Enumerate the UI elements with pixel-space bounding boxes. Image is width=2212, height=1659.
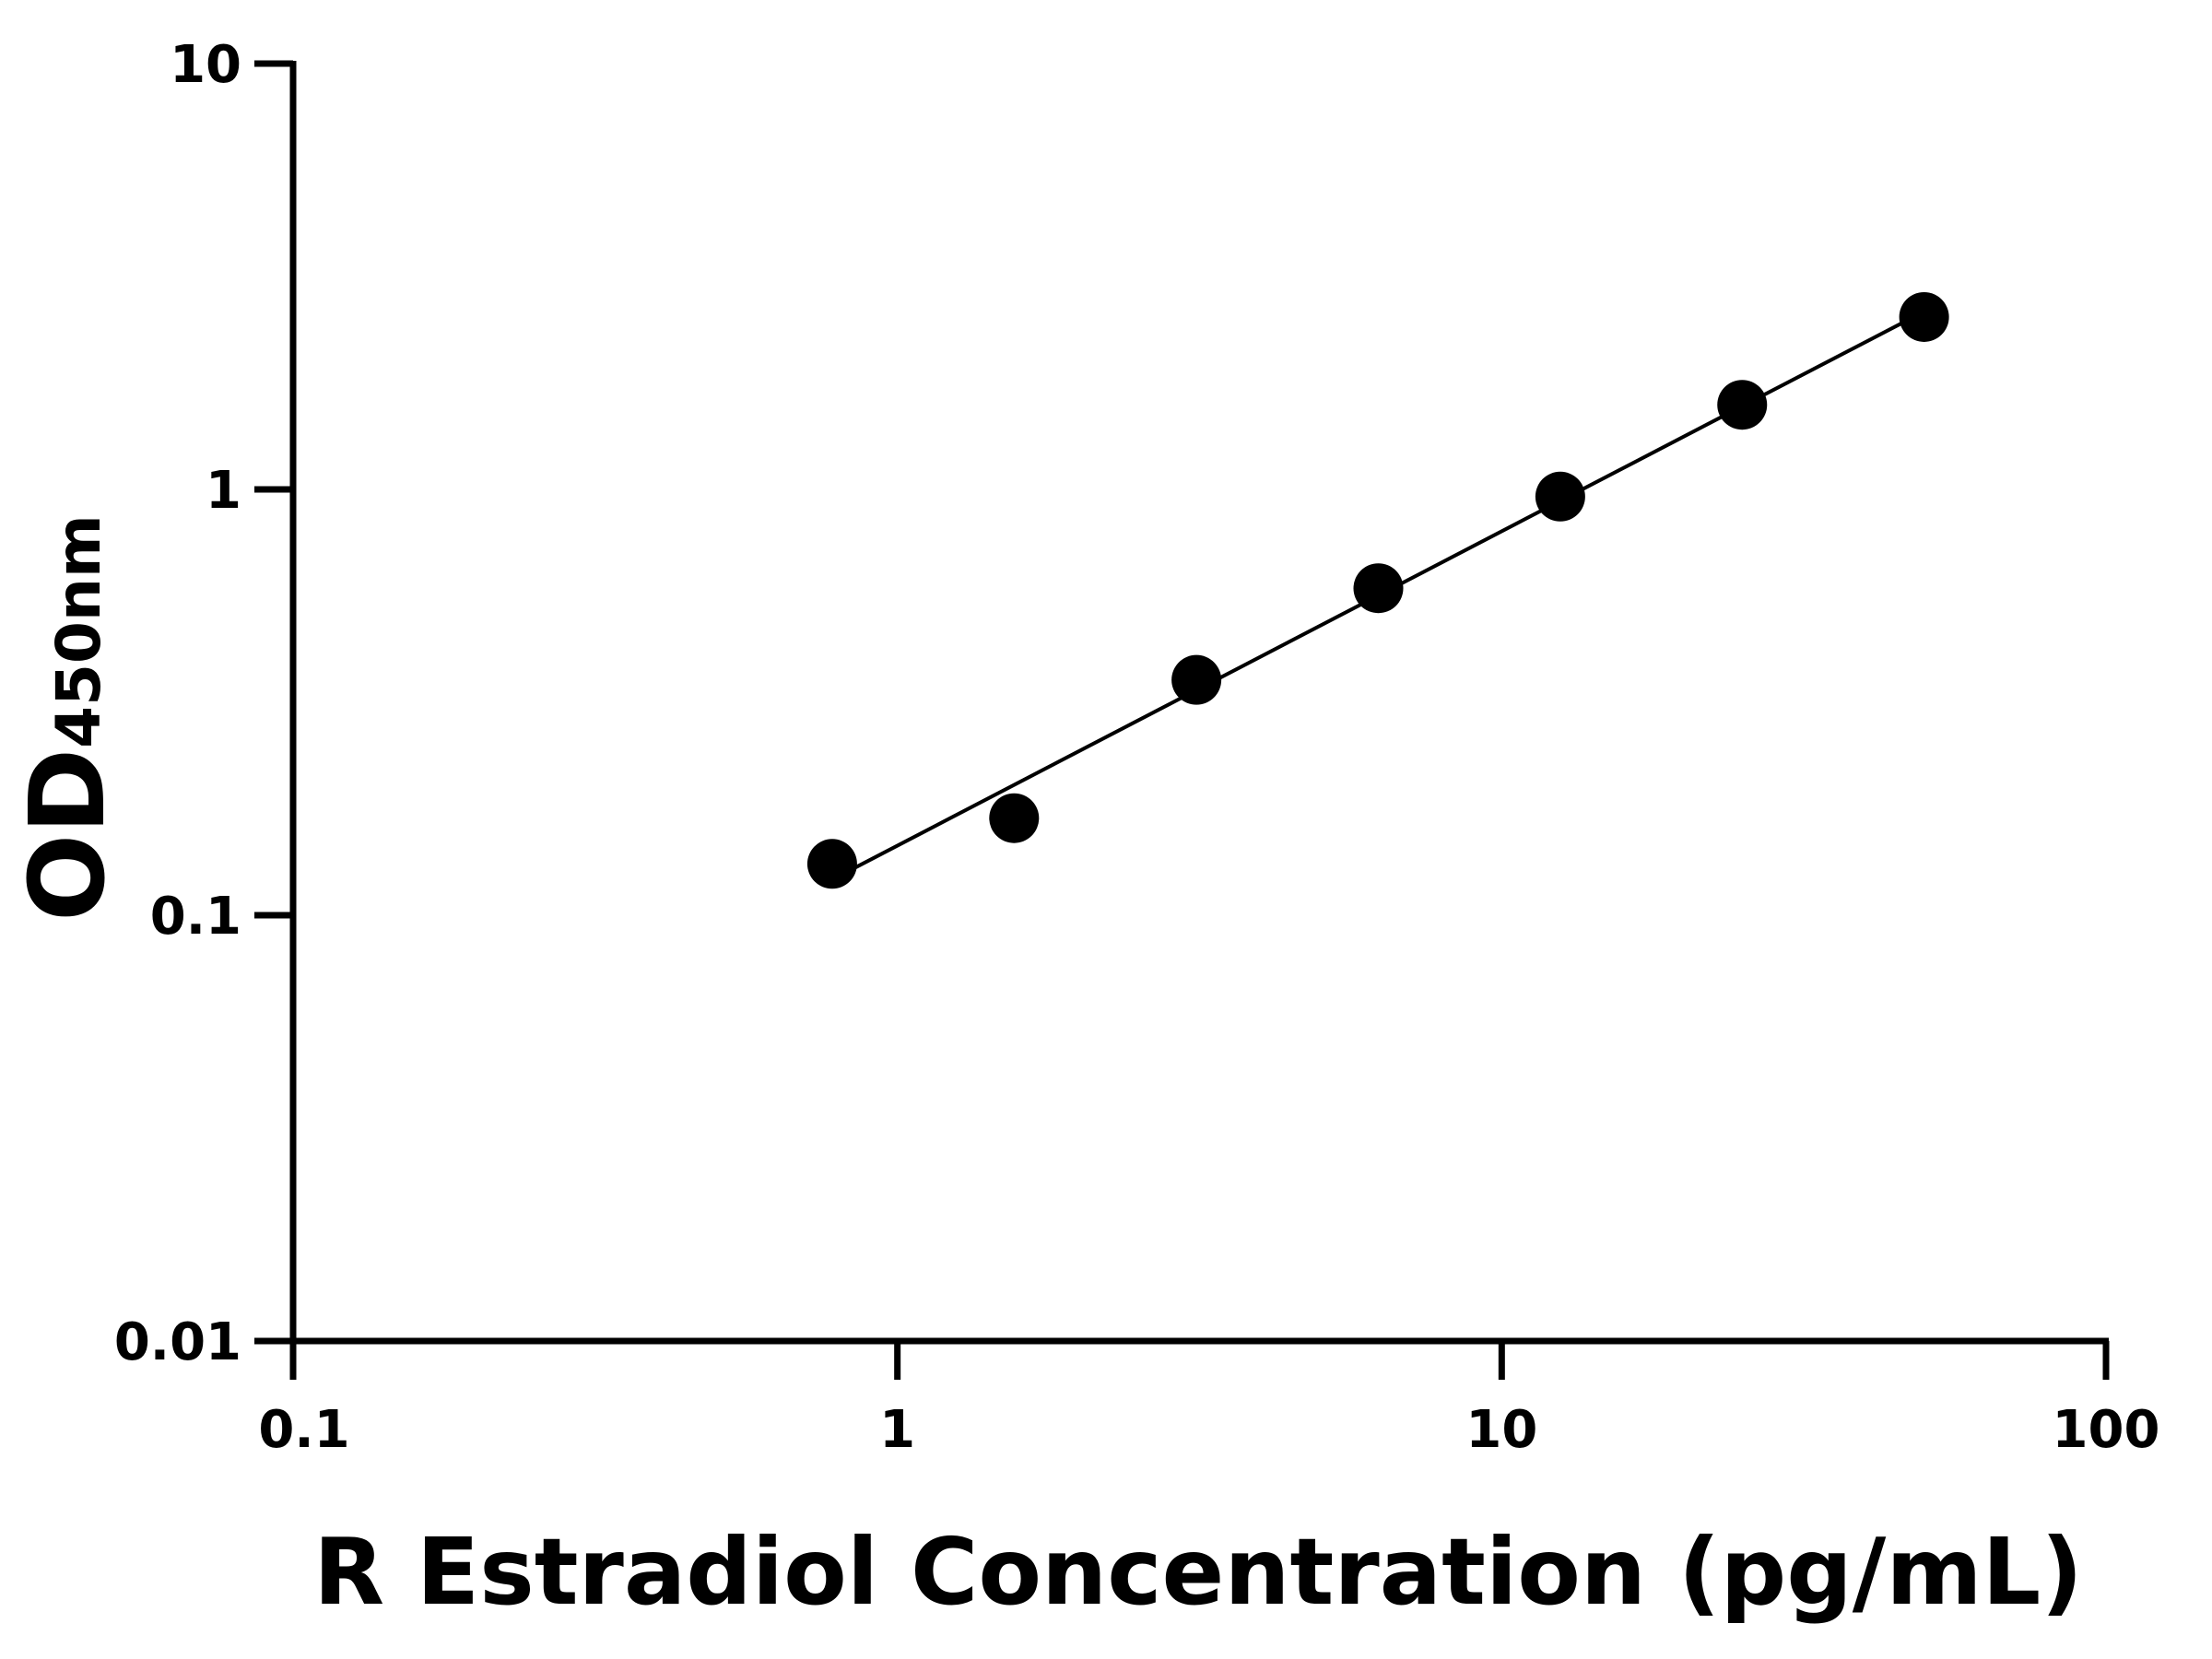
x-tick-label: 100 <box>2053 1400 2160 1460</box>
x-axis-label: R Estradiol Concentration (pg/mL) <box>313 1518 2083 1626</box>
y-tick-label: 10 <box>170 35 241 95</box>
y-axis-label-subscript: 450nm <box>43 514 114 748</box>
y-tick-label: 0.01 <box>114 1312 241 1372</box>
axis-ticks: 0.1 1 10 100 0.01 0.1 1 10 <box>114 35 2160 1460</box>
x-tick-label: 10 <box>1465 1400 1537 1460</box>
data-point <box>1171 654 1222 705</box>
data-point <box>1535 471 1585 522</box>
data-point <box>806 839 857 889</box>
y-tick-label: 1 <box>206 461 241 521</box>
y-axis-label: OD450nm <box>8 514 128 922</box>
y-axis-label-main: OD <box>8 748 128 922</box>
data-point <box>989 793 1040 843</box>
y-tick-label: 0.1 <box>150 887 241 947</box>
data-point <box>1899 291 1949 342</box>
y-axis-label-group: OD450nm <box>8 514 128 922</box>
x-tick-label: 0.1 <box>258 1400 349 1460</box>
plot-area <box>806 291 1949 889</box>
x-tick-label: 1 <box>879 1400 915 1460</box>
data-point <box>1353 563 1404 614</box>
data-point <box>1717 380 1768 430</box>
